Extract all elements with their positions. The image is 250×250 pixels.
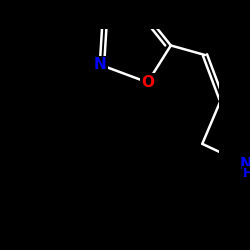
Text: N: N [240, 157, 250, 172]
Text: O: O [141, 75, 154, 90]
Text: H: H [243, 168, 250, 180]
Text: N: N [94, 57, 106, 72]
